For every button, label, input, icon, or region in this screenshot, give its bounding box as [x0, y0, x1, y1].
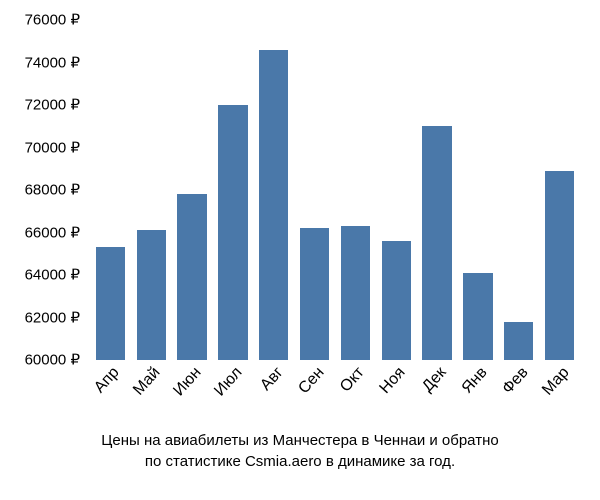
y-tick-label: 70000 ₽ [0, 140, 80, 155]
x-label-slot: Фев [498, 364, 539, 434]
bar [545, 171, 574, 360]
y-tick-label: 62000 ₽ [0, 310, 80, 325]
bar [382, 241, 411, 360]
x-tick-label: Дек [419, 364, 450, 396]
x-tick-label: Апр [92, 364, 124, 397]
chart-caption: Цены на авиабилеты из Манчестера в Ченна… [0, 430, 600, 472]
y-tick-label: 74000 ₽ [0, 55, 80, 70]
y-tick-label: 68000 ₽ [0, 183, 80, 198]
x-tick-label: Сен [295, 364, 328, 398]
bar-slot [417, 20, 458, 360]
bar [96, 247, 125, 360]
y-tick-label: 76000 ₽ [0, 13, 80, 28]
y-tick-label: 66000 ₽ [0, 225, 80, 240]
price-bar-chart: 60000 ₽ 62000 ₽ 64000 ₽ 66000 ₽ 68000 ₽ 70000… [0, 0, 600, 500]
x-tick-label: Окт [337, 364, 368, 396]
bar-slot [498, 20, 539, 360]
caption-line-2: по статистике Csmia.aero в динамике за г… [145, 453, 455, 470]
y-axis-ticks: 60000 ₽62000 ₽64000 ₽66000 ₽68000 ₽70000… [0, 20, 85, 360]
bar [137, 230, 166, 360]
x-label-slot: Май [131, 364, 172, 434]
y-tick-label: 64000 ₽ [0, 268, 80, 283]
bar-slot [212, 20, 253, 360]
plot-area [90, 20, 580, 360]
bar [341, 226, 370, 360]
x-tick-label: Май [130, 364, 164, 399]
y-tick-label: 72000 ₽ [0, 98, 80, 113]
x-tick-label: Мар [539, 364, 573, 399]
bar [422, 126, 451, 360]
x-label-slot: Июл [212, 364, 253, 434]
bar-slot [253, 20, 294, 360]
x-label-slot: Окт [335, 364, 376, 434]
x-tick-label: Июн [170, 364, 205, 400]
bar-slot [172, 20, 213, 360]
x-axis-labels: АпрМайИюнИюл Авг Сен Окт Ноя Дек ЯнвФевМар [90, 364, 580, 434]
x-tick-label: Ноя [377, 364, 410, 398]
y-tick-label: 60000 ₽ [0, 353, 80, 368]
bar-slot [457, 20, 498, 360]
bar-slot [376, 20, 417, 360]
x-label-slot: Авг [253, 364, 294, 434]
x-label-slot: Сен [294, 364, 335, 434]
bar [504, 322, 533, 360]
x-label-slot: Мар [539, 364, 580, 434]
bar-slot [539, 20, 580, 360]
bar-slot [131, 20, 172, 360]
x-label-slot: Янв [457, 364, 498, 434]
bar [177, 194, 206, 360]
bar-slot [335, 20, 376, 360]
bar [463, 273, 492, 360]
bar-slot [294, 20, 335, 360]
caption-line-1: Цены на авиабилеты из Манчестера в Ченна… [101, 432, 498, 449]
x-tick-label: Июл [211, 364, 246, 400]
bar [300, 228, 329, 360]
x-label-slot: Апр [90, 364, 131, 434]
bars-container [90, 20, 580, 360]
x-tick-label: Фев [499, 364, 532, 398]
bar [218, 105, 247, 360]
x-tick-label: Авг [257, 364, 287, 395]
bar-slot [90, 20, 131, 360]
bar [259, 50, 288, 360]
x-label-slot: Ноя [376, 364, 417, 434]
x-label-slot: Июн [172, 364, 213, 434]
x-label-slot: Дек [417, 364, 458, 434]
x-tick-label: Янв [459, 364, 492, 398]
